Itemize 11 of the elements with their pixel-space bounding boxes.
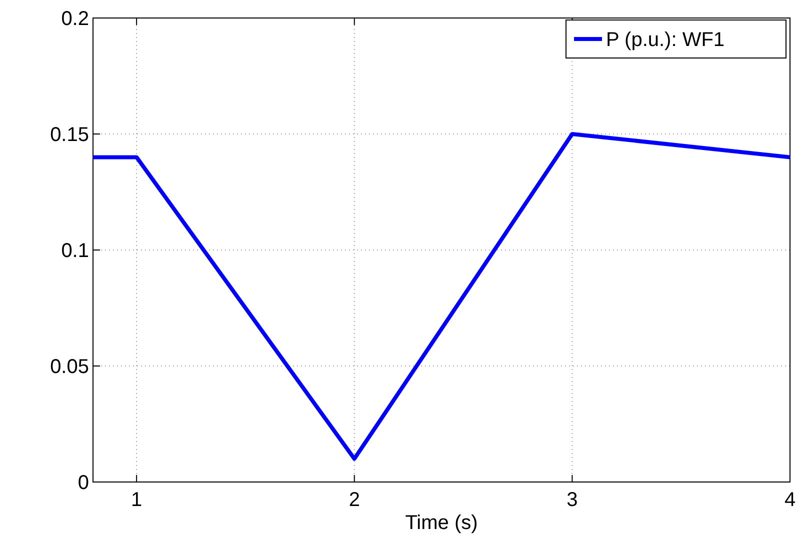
- x-tick-label: 4: [784, 489, 796, 511]
- legend-label: P (p.u.): WF1: [606, 29, 725, 51]
- y-tick-label: 0: [78, 472, 89, 494]
- y-tick-label: 0.1: [61, 240, 89, 262]
- x-axis-title: Time (s): [405, 512, 478, 534]
- y-tick-label: 0.2: [61, 8, 89, 30]
- x-tick-label: 3: [566, 489, 578, 511]
- x-tick-label: 2: [348, 489, 360, 511]
- x-tick-label: 1: [131, 489, 142, 511]
- y-tick-label: 0.15: [50, 124, 89, 146]
- y-tick-label: 0.05: [50, 356, 89, 378]
